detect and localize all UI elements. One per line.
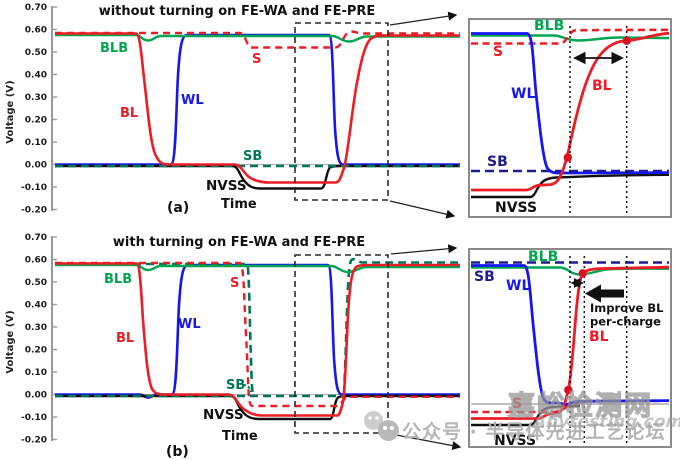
bl-curve — [55, 262, 460, 417]
panel-title: with turning on FE-WA and FE-PRE — [113, 235, 365, 250]
y-tick-label: 0.50 — [25, 278, 47, 288]
y-axis-ticks — [52, 236, 57, 441]
sb-label: SB — [487, 154, 508, 170]
y-tick-label: 0.40 — [25, 301, 47, 311]
s-label: S — [512, 396, 522, 412]
y-tick-label: 0.50 — [25, 48, 47, 58]
y-tick-label: 0.30 — [25, 323, 47, 333]
y-tick-label: 0.30 — [25, 93, 47, 103]
y-tick-label: 0.60 — [25, 26, 47, 36]
y-axis-title: Voltage (V) — [5, 310, 16, 373]
s-label: S — [493, 44, 503, 60]
sb-label: SB — [226, 378, 245, 393]
nvss-label: NVSS — [203, 407, 244, 423]
blb-label: BLB — [528, 249, 558, 265]
site-watermark-en: Anytesting.com — [531, 412, 680, 432]
wl-label: WL — [178, 317, 201, 332]
nvss-label: NVSS — [494, 433, 536, 449]
zoom-region-box — [294, 254, 389, 434]
bl-label: BL — [120, 106, 138, 121]
inset-a-plot: BLB S WL BL SB NVSS — [468, 18, 672, 218]
y-tick-label: -0.20 — [21, 206, 47, 216]
y-tick-label: 0.10 — [25, 138, 47, 148]
bl-label: BL — [116, 331, 134, 346]
panel-title: without turning on FE-WA and FE-PRE — [99, 4, 376, 19]
wechat-watermark-text: 公众号 · 半导体先进工艺论坛 — [402, 421, 666, 443]
nvss-label: NVSS — [206, 178, 247, 194]
y-tick-label: 0.10 — [25, 368, 47, 378]
y-tick-label: 0.40 — [25, 71, 47, 81]
panel-a-plot: 0.70 0.60 0.50 0.40 0.30 0.20 0.10 0.00 … — [5, 3, 460, 216]
wl-label: WL — [506, 278, 530, 294]
bl-high-dot — [578, 269, 587, 278]
y-tick-label: 0.70 — [25, 233, 47, 243]
improve-annotation-line2: per-charge — [590, 315, 661, 329]
sb-label-leader — [242, 384, 252, 393]
improve-annotation-line1: Improve BL — [590, 301, 664, 315]
wl-curve — [471, 32, 670, 175]
inset-b-plot: Improve BL per-charge BLB SB WL BL S NVS… — [468, 248, 672, 449]
wl-label: WL — [181, 93, 204, 108]
bl-label: BL — [592, 78, 612, 94]
timing-guide-lines — [569, 26, 628, 214]
y-axis-tick-labels: 0.70 0.60 0.50 0.40 0.30 0.20 0.10 0.00 … — [21, 3, 47, 216]
bl-high-dot — [622, 36, 631, 45]
improve-block-arrow — [585, 284, 624, 303]
panel-b-plot: 0.70 0.60 0.50 0.40 0.30 0.20 0.10 0.00 … — [5, 233, 460, 460]
bl-curve — [55, 32, 460, 184]
s-label: S — [230, 276, 239, 291]
sb-label: SB — [243, 149, 262, 164]
timing-guide-lines — [569, 256, 628, 443]
y-tick-label: 0.70 — [25, 3, 47, 13]
bl-label: BL — [589, 329, 609, 345]
site-watermark-cn: 嘉峪检测网 — [507, 390, 653, 422]
panel-tag: (a) — [167, 200, 189, 216]
y-tick-label: 0.20 — [25, 346, 47, 356]
y-tick-label: 0.20 — [25, 116, 47, 126]
y-tick-label: 0.60 — [25, 256, 47, 266]
wl-label: WL — [511, 86, 535, 102]
sb-label: SB — [474, 269, 495, 285]
panel-tag: (b) — [166, 444, 189, 460]
blb-label: BLB — [100, 41, 128, 56]
bl-cross-dot — [563, 153, 572, 162]
blb-label: BLB — [534, 18, 564, 34]
y-axis-title: Voltage (V) — [5, 80, 16, 143]
s-curve — [55, 30, 460, 49]
blb-label: BLB — [104, 272, 132, 287]
y-tick-label: -0.10 — [21, 183, 47, 193]
y-tick-label: -0.10 — [21, 413, 47, 423]
nvss-curve — [471, 173, 670, 199]
y-tick-label: 0.00 — [25, 391, 47, 401]
s-label: S — [252, 52, 261, 67]
wl-curve — [471, 264, 670, 406]
sb-curve — [55, 257, 460, 398]
s-curve — [55, 261, 460, 408]
wl-curve — [55, 263, 460, 399]
y-tick-label: -0.20 — [21, 436, 47, 446]
zoom-region-box — [294, 22, 389, 201]
blb-curve — [55, 33, 460, 43]
y-axis-tick-labels: 0.70 0.60 0.50 0.40 0.30 0.20 0.10 0.00 … — [21, 233, 47, 446]
y-tick-label: 0.00 — [25, 161, 47, 171]
nvss-label: NVSS — [495, 200, 537, 216]
bl-cross-dot — [564, 385, 573, 395]
x-axis-title: Time — [222, 429, 258, 444]
nvss-curve — [55, 164, 460, 190]
x-axis-title: Time — [221, 197, 257, 212]
